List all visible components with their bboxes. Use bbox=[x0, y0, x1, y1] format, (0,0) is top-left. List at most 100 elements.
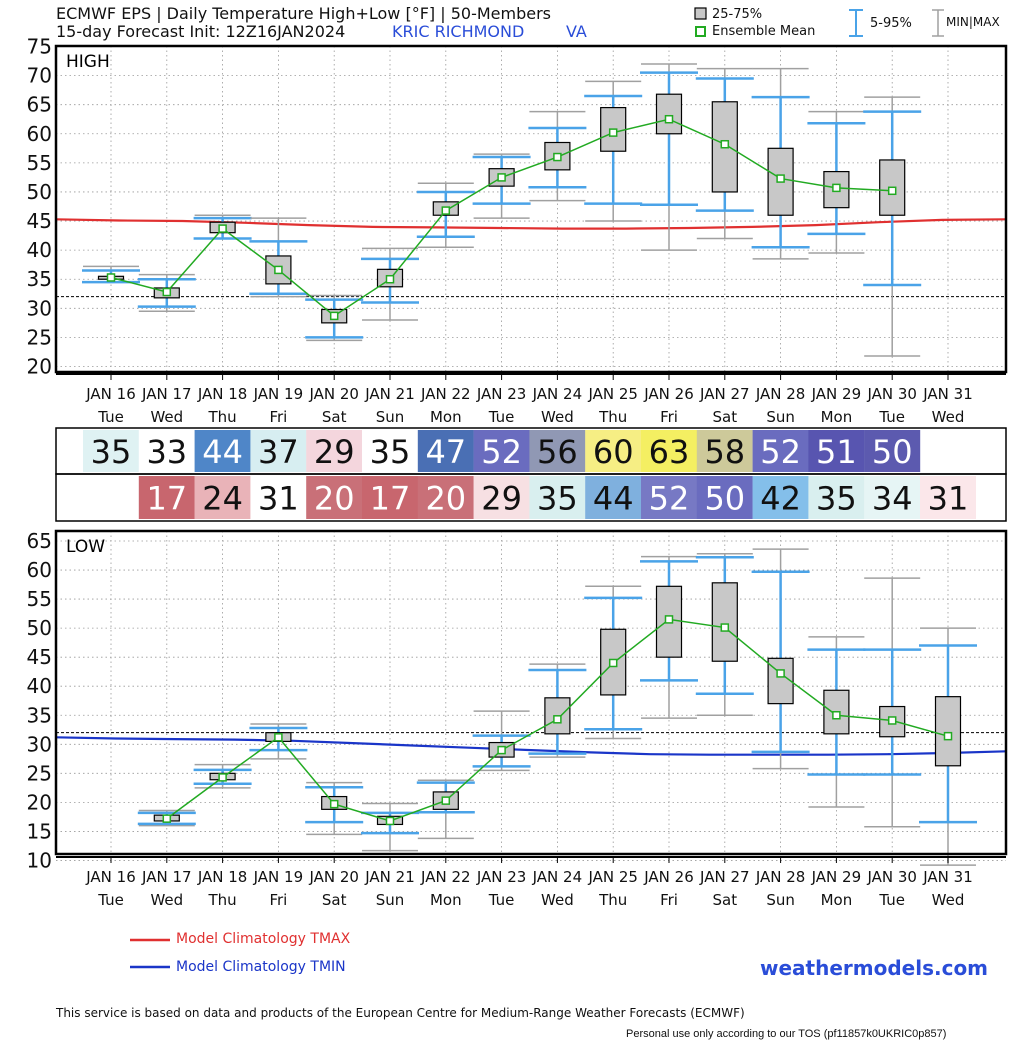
low-table-cell bbox=[306, 476, 363, 519]
low-mean-marker bbox=[385, 816, 395, 826]
high-table-value: 50 bbox=[872, 433, 913, 471]
low-xtick-date: JAN 26 bbox=[643, 868, 694, 886]
low-xtick-date: JAN 24 bbox=[532, 868, 583, 886]
high-xtick-date: JAN 18 bbox=[197, 385, 248, 403]
high-frame bbox=[54, 44, 1008, 374]
low-table-row bbox=[55, 473, 1007, 522]
high-table-value: 60 bbox=[593, 433, 634, 471]
low-table-value: 20 bbox=[425, 480, 466, 518]
high-xtick-day: Wed bbox=[932, 408, 965, 426]
low-xtick-day: Sat bbox=[322, 891, 347, 909]
station-name: KRIC RICHMOND bbox=[392, 22, 525, 41]
low-xtick-date: JAN 25 bbox=[587, 868, 638, 886]
high-xtick-date: JAN 25 bbox=[587, 385, 638, 403]
high-table-cell bbox=[306, 430, 363, 472]
low-mean-marker bbox=[497, 745, 506, 755]
high-xtick-day: Thu bbox=[598, 408, 627, 426]
high-xtick-date: JAN 19 bbox=[253, 385, 304, 403]
low-xtick-date: JAN 28 bbox=[755, 868, 806, 886]
high-panel-label: HIGH bbox=[66, 52, 110, 72]
high-ytick-label: 60 bbox=[27, 122, 52, 146]
high-mean-marker bbox=[553, 152, 562, 162]
high-table-value: 37 bbox=[258, 433, 299, 471]
low-table-value: 35 bbox=[816, 480, 857, 518]
high-ytick-label: 50 bbox=[27, 180, 52, 204]
low-table-cell bbox=[696, 476, 753, 519]
low-xtick-date: JAN 21 bbox=[364, 868, 415, 886]
high-mean-marker bbox=[385, 274, 395, 284]
legend-box-label: 25-75% bbox=[712, 7, 763, 22]
high-mean-marker bbox=[664, 114, 674, 124]
low-mean-marker bbox=[329, 799, 339, 809]
low-ytick-label: 50 bbox=[27, 616, 52, 640]
high-xtick-day: Sat bbox=[322, 408, 347, 426]
low-table-value: 31 bbox=[258, 480, 299, 518]
high-table-value: 63 bbox=[649, 433, 690, 471]
low-mean-marker bbox=[832, 711, 841, 720]
high-xtick-day: Sun bbox=[376, 408, 405, 426]
low-ytick-label: 20 bbox=[27, 790, 52, 814]
brand-link[interactable]: weathermodels.com bbox=[760, 956, 989, 980]
high-table-cell bbox=[250, 430, 307, 472]
high-xtick-date: JAN 29 bbox=[811, 385, 862, 403]
low-table-cell bbox=[529, 476, 586, 519]
legend-box-swatch bbox=[694, 7, 707, 20]
low-iqr-box bbox=[544, 697, 571, 735]
low-ytick-label: 55 bbox=[27, 587, 52, 611]
high-ytick-label: 55 bbox=[27, 151, 52, 175]
high-mean-marker bbox=[497, 173, 506, 182]
low-ytick-label: 35 bbox=[27, 703, 52, 727]
high-xtick-date: JAN 21 bbox=[364, 385, 415, 403]
high-ytick-label: 65 bbox=[27, 93, 52, 117]
high-table-value: 33 bbox=[146, 433, 187, 471]
low-xtick-day: Tue bbox=[488, 891, 515, 909]
low-xtick-date: JAN 17 bbox=[141, 868, 192, 886]
high-table-value: 52 bbox=[760, 433, 801, 471]
high-xtick-day: Thu bbox=[208, 408, 237, 426]
low-ytick-label: 15 bbox=[27, 819, 52, 843]
low-xtick-day: Tue bbox=[878, 891, 905, 909]
low-xtick-day: Thu bbox=[208, 891, 237, 909]
low-table-cell bbox=[194, 476, 251, 519]
high-xtick-date: JAN 26 bbox=[643, 385, 694, 403]
low-xtick-date: JAN 31 bbox=[922, 868, 973, 886]
low-mean-marker bbox=[887, 716, 897, 725]
high-table-cell bbox=[473, 430, 530, 472]
chart-subtitle: 15-day Forecast Init: 12Z16JAN2024 bbox=[56, 22, 346, 41]
legend-minmax-label: MIN|MAX bbox=[946, 15, 1000, 29]
low-xtick-day: Mon bbox=[821, 891, 853, 909]
high-xtick-day: Sat bbox=[712, 408, 737, 426]
high-ytick-label: 20 bbox=[27, 355, 52, 379]
high-table-cell bbox=[641, 430, 697, 472]
high-table-value: 58 bbox=[704, 433, 745, 471]
low-ytick-label: 30 bbox=[27, 732, 52, 756]
low-table-value: 24 bbox=[202, 480, 243, 518]
low-mean-marker bbox=[664, 615, 674, 624]
low-xtick-day: Sun bbox=[766, 891, 795, 909]
high-iqr-box bbox=[655, 93, 683, 135]
high-xtick-day: Mon bbox=[430, 408, 462, 426]
low-mean-marker bbox=[218, 773, 227, 782]
low-table-cell bbox=[250, 476, 307, 519]
high-plot-area bbox=[56, 46, 1006, 372]
low-mean-marker bbox=[441, 796, 451, 805]
high-xtick-day: Fri bbox=[660, 408, 678, 426]
climo-tmax-label: Model Climatology TMAX bbox=[176, 931, 351, 947]
high-mean-marker bbox=[106, 273, 116, 282]
high-xtick-date: JAN 16 bbox=[85, 385, 136, 403]
high-ytick-label: 40 bbox=[27, 238, 52, 262]
high-mean-marker bbox=[218, 224, 227, 233]
low-mean-marker bbox=[608, 658, 618, 668]
low-ytick-label: 60 bbox=[27, 558, 52, 582]
low-xtick-day: Tue bbox=[97, 891, 124, 909]
high-xtick-date: JAN 31 bbox=[922, 385, 973, 403]
high-ytick-label: 75 bbox=[27, 35, 52, 59]
high-xtick-day: Tue bbox=[878, 408, 905, 426]
low-mean-marker bbox=[943, 731, 953, 741]
climo-tmin-label: Model Climatology TMIN bbox=[176, 959, 346, 975]
high-mean-marker bbox=[274, 265, 283, 275]
low-ytick-label: 10 bbox=[27, 848, 52, 872]
high-xtick-day: Fri bbox=[269, 408, 287, 426]
low-xtick-day: Sat bbox=[712, 891, 737, 909]
